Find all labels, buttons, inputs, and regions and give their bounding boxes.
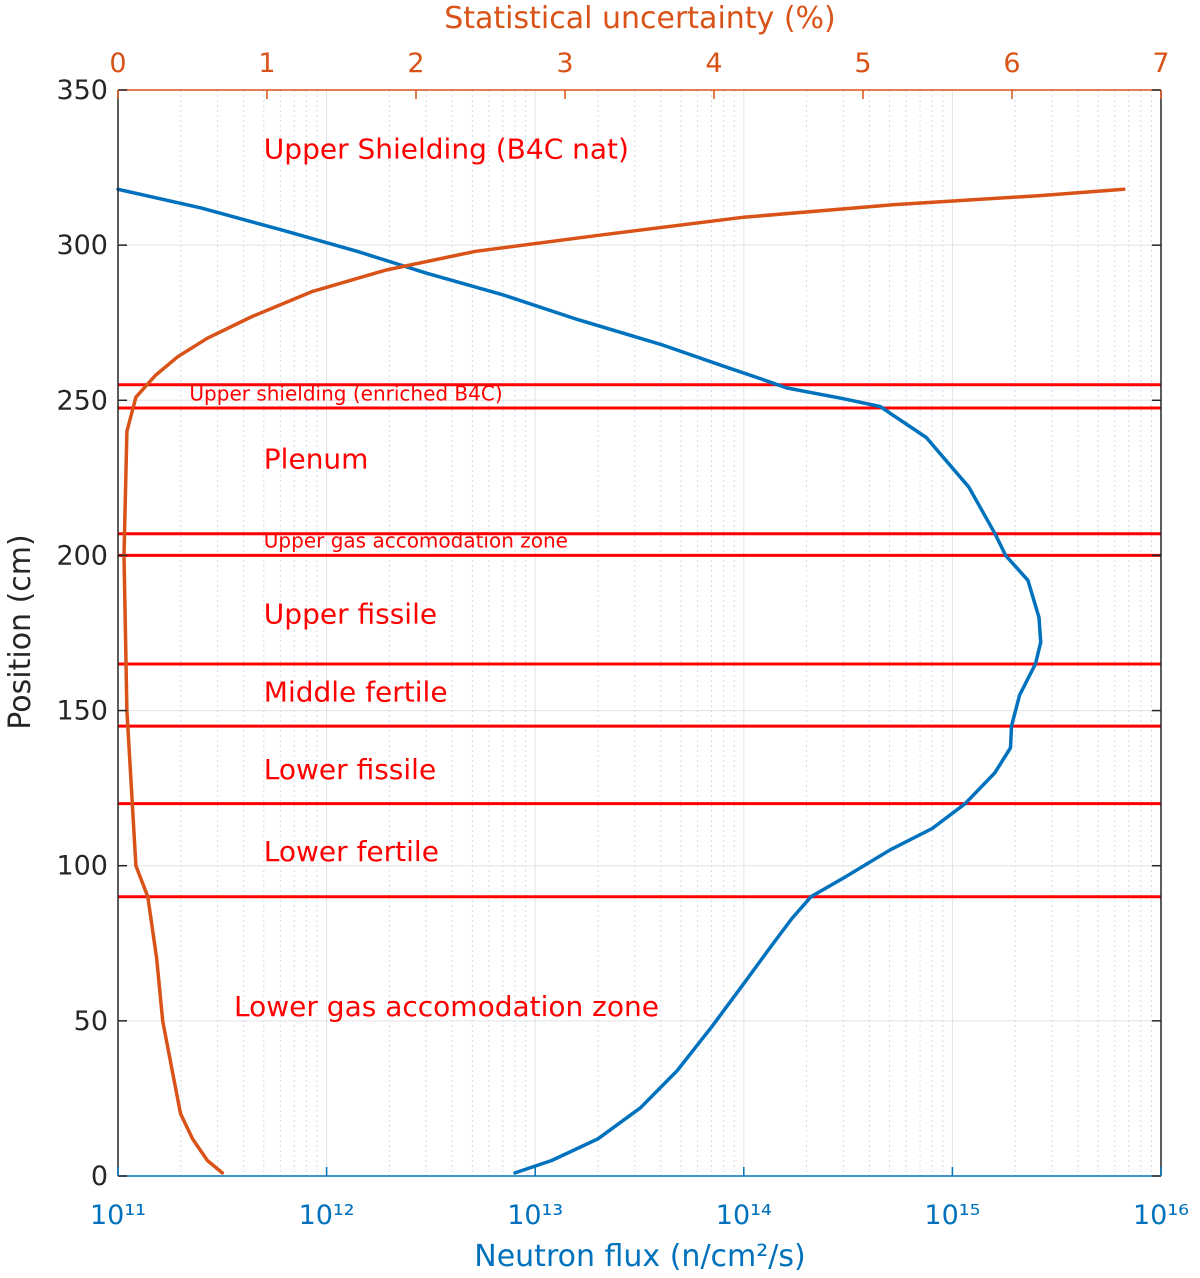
bottom-tick-label: 10¹⁵	[924, 1200, 980, 1231]
bottom-tick-label: 10¹⁴	[716, 1200, 772, 1231]
left-tick-label: 250	[56, 385, 108, 416]
top-tick-label: 1	[258, 48, 275, 79]
bottom-tick-label: 10¹⁶	[1133, 1200, 1189, 1231]
series	[116, 187, 1126, 1175]
left-tick-label: 50	[74, 1006, 108, 1037]
top-tick-label: 4	[705, 48, 722, 79]
top-tick-label: 5	[854, 48, 871, 79]
left-tick-label: 100	[56, 851, 108, 882]
top-tick-label: 0	[109, 48, 126, 79]
neutron-flux-line	[116, 187, 1043, 1175]
zone-label: Upper gas accomodation zone	[264, 529, 568, 553]
top-tick-label: 2	[407, 48, 424, 79]
top-axis-title: Statistical uncertainty (%)	[444, 1, 836, 36]
zone-label: Middle fertile	[264, 675, 448, 708]
zone-boundaries	[118, 383, 1161, 899]
uncertainty-line	[122, 187, 1126, 1175]
left-tick-label: 350	[56, 75, 108, 106]
left-tick-label: 150	[56, 696, 108, 727]
bottom-tick-label: 10¹¹	[90, 1200, 146, 1231]
left-tick-label: 200	[56, 540, 108, 571]
top-tick-label: 3	[556, 48, 573, 79]
top-tick-label: 7	[1152, 48, 1169, 79]
zone-label: Lower fissile	[264, 753, 436, 786]
grid	[117, 89, 1162, 1177]
top-tick-label: 6	[1003, 48, 1020, 79]
zone-label: Lower fertile	[264, 835, 439, 868]
bottom-axis-title: Neutron flux (n/cm²/s)	[474, 1239, 805, 1274]
zone-label: Lower gas accomodation zone	[234, 990, 659, 1023]
bottom-tick-label: 10¹³	[507, 1200, 563, 1231]
bottom-tick-label: 10¹²	[299, 1200, 355, 1231]
zone-label: Upper Shielding (B4C nat)	[264, 132, 629, 165]
zone-annotations: Upper Shielding (B4C nat) Upper shielding…	[189, 132, 659, 1023]
left-tick-label: 0	[91, 1161, 108, 1192]
left-tick-label: 300	[56, 230, 108, 261]
zone-label: Upper shielding (enriched B4C)	[189, 381, 502, 405]
left-axis-title: Position (cm)	[3, 534, 38, 729]
zone-label: Upper fissile	[264, 598, 437, 631]
zone-label: Plenum	[264, 443, 369, 476]
